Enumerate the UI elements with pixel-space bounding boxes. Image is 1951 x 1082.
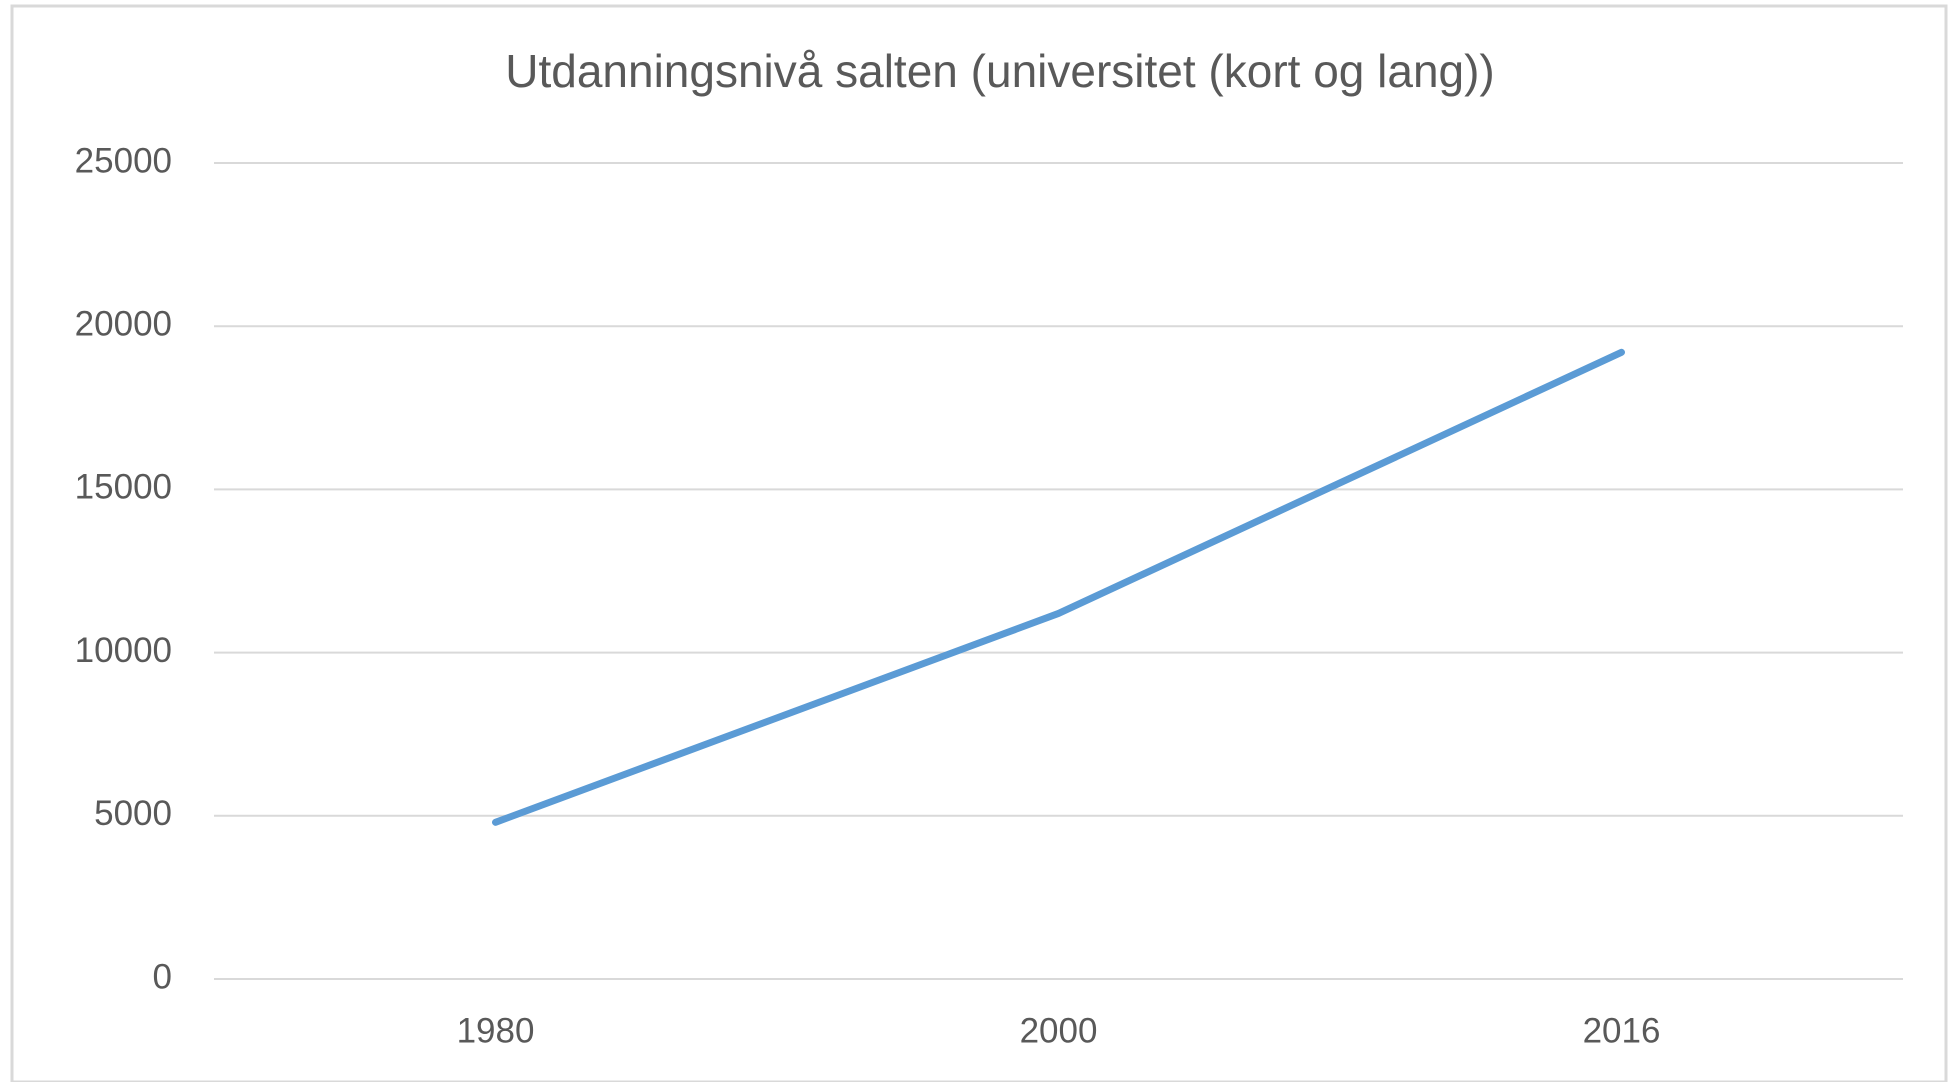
y-tick-label: 5000 xyxy=(94,794,172,833)
x-tick-label: 2000 xyxy=(1020,1011,1098,1050)
y-tick-label: 25000 xyxy=(75,141,172,180)
y-tick-label: 20000 xyxy=(75,304,172,343)
line-series xyxy=(492,348,1625,826)
y-tick-label: 10000 xyxy=(75,631,172,670)
y-tick-label: 15000 xyxy=(75,468,172,507)
x-tick-label: 1980 xyxy=(457,1011,535,1050)
x-tick-label: 2016 xyxy=(1583,1011,1661,1050)
chart-frame xyxy=(10,4,1948,1082)
chart-title: Utdanningsnivå salten (universitet (kort… xyxy=(505,45,1495,97)
y-tick-label: 0 xyxy=(153,957,172,996)
